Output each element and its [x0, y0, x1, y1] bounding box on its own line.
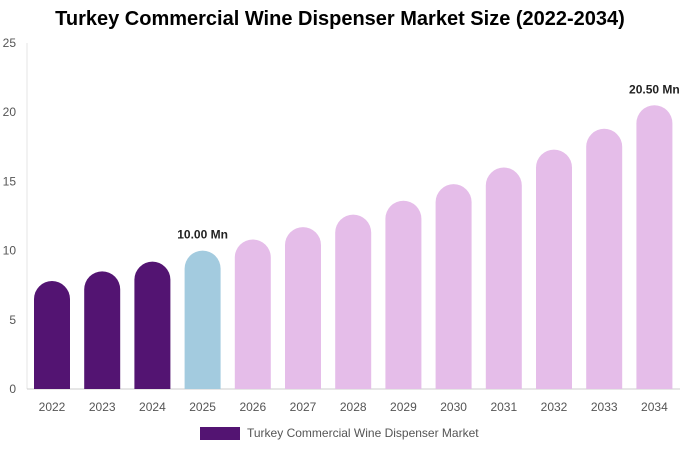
data-label: 10.00 Mn — [177, 228, 228, 242]
bar-2023 — [84, 271, 121, 389]
legend-swatch — [200, 426, 240, 440]
y-tick-label: 25 — [3, 36, 17, 50]
x-tick-label: 2023 — [89, 400, 116, 414]
bar-2022 — [34, 281, 70, 389]
bar-2032 — [536, 149, 572, 389]
bar-2025 — [184, 250, 221, 389]
bar-2028 — [335, 214, 372, 389]
x-tick-label: 2032 — [541, 400, 568, 414]
y-tick-label: 10 — [3, 244, 17, 258]
legend-label: Turkey Commercial Wine Dispenser Market — [247, 426, 479, 440]
bar-2029 — [385, 200, 422, 389]
bar-2033 — [586, 128, 623, 390]
y-tick-label: 5 — [9, 313, 16, 327]
x-tick-label: 2028 — [340, 400, 367, 414]
x-tick-label: 2022 — [39, 400, 66, 414]
legend[interactable]: Turkey Commercial Wine Dispenser Market — [200, 425, 479, 441]
bar-2027 — [285, 227, 321, 389]
bar-2024 — [134, 261, 171, 389]
bar-2031 — [485, 167, 522, 389]
x-tick-label: 2026 — [239, 400, 266, 414]
x-tick-label: 2027 — [290, 400, 317, 414]
x-tick-label: 2034 — [641, 400, 668, 414]
data-label: 20.50 Mn — [629, 82, 680, 96]
bar-2030 — [435, 184, 472, 389]
x-tick-label: 2033 — [591, 400, 618, 414]
y-tick-label: 0 — [9, 382, 16, 396]
y-tick-label: 20 — [3, 105, 17, 119]
x-tick-label: 2029 — [390, 400, 417, 414]
chart-title: Turkey Commercial Wine Dispenser Market … — [55, 8, 625, 30]
x-tick-label: 2031 — [490, 400, 517, 414]
x-tick-label: 2025 — [189, 400, 216, 414]
x-tick-label: 2024 — [139, 400, 166, 414]
bar-2034 — [636, 105, 673, 389]
y-tick-label: 15 — [3, 174, 17, 188]
x-tick-label: 2030 — [440, 400, 467, 414]
bar-2026 — [234, 239, 271, 389]
